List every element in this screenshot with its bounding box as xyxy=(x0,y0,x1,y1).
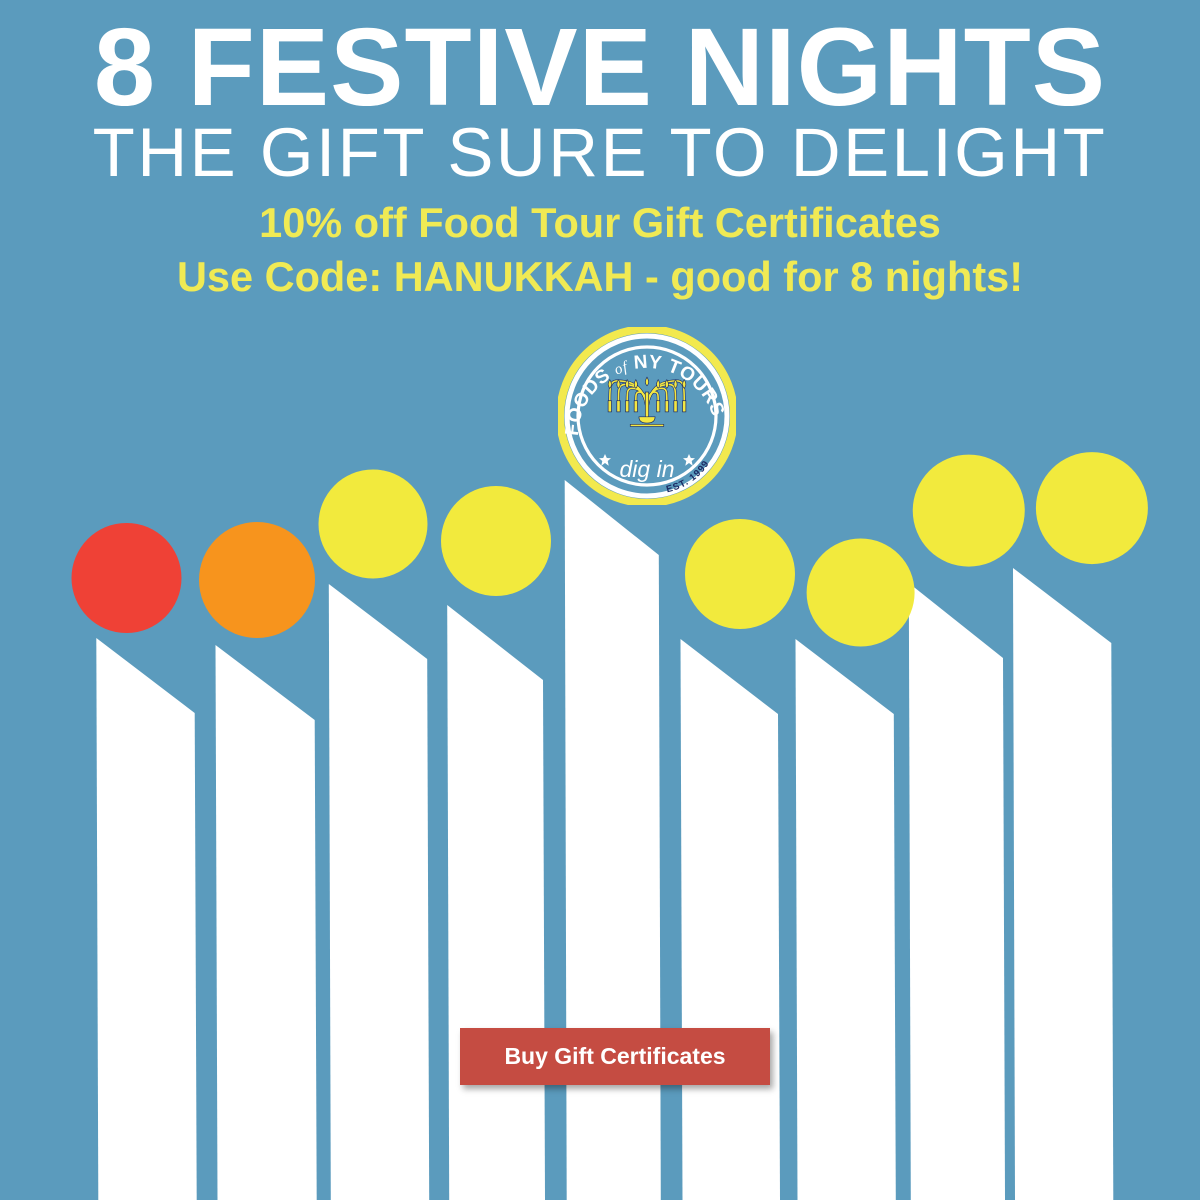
svg-text:dig in: dig in xyxy=(620,456,675,482)
